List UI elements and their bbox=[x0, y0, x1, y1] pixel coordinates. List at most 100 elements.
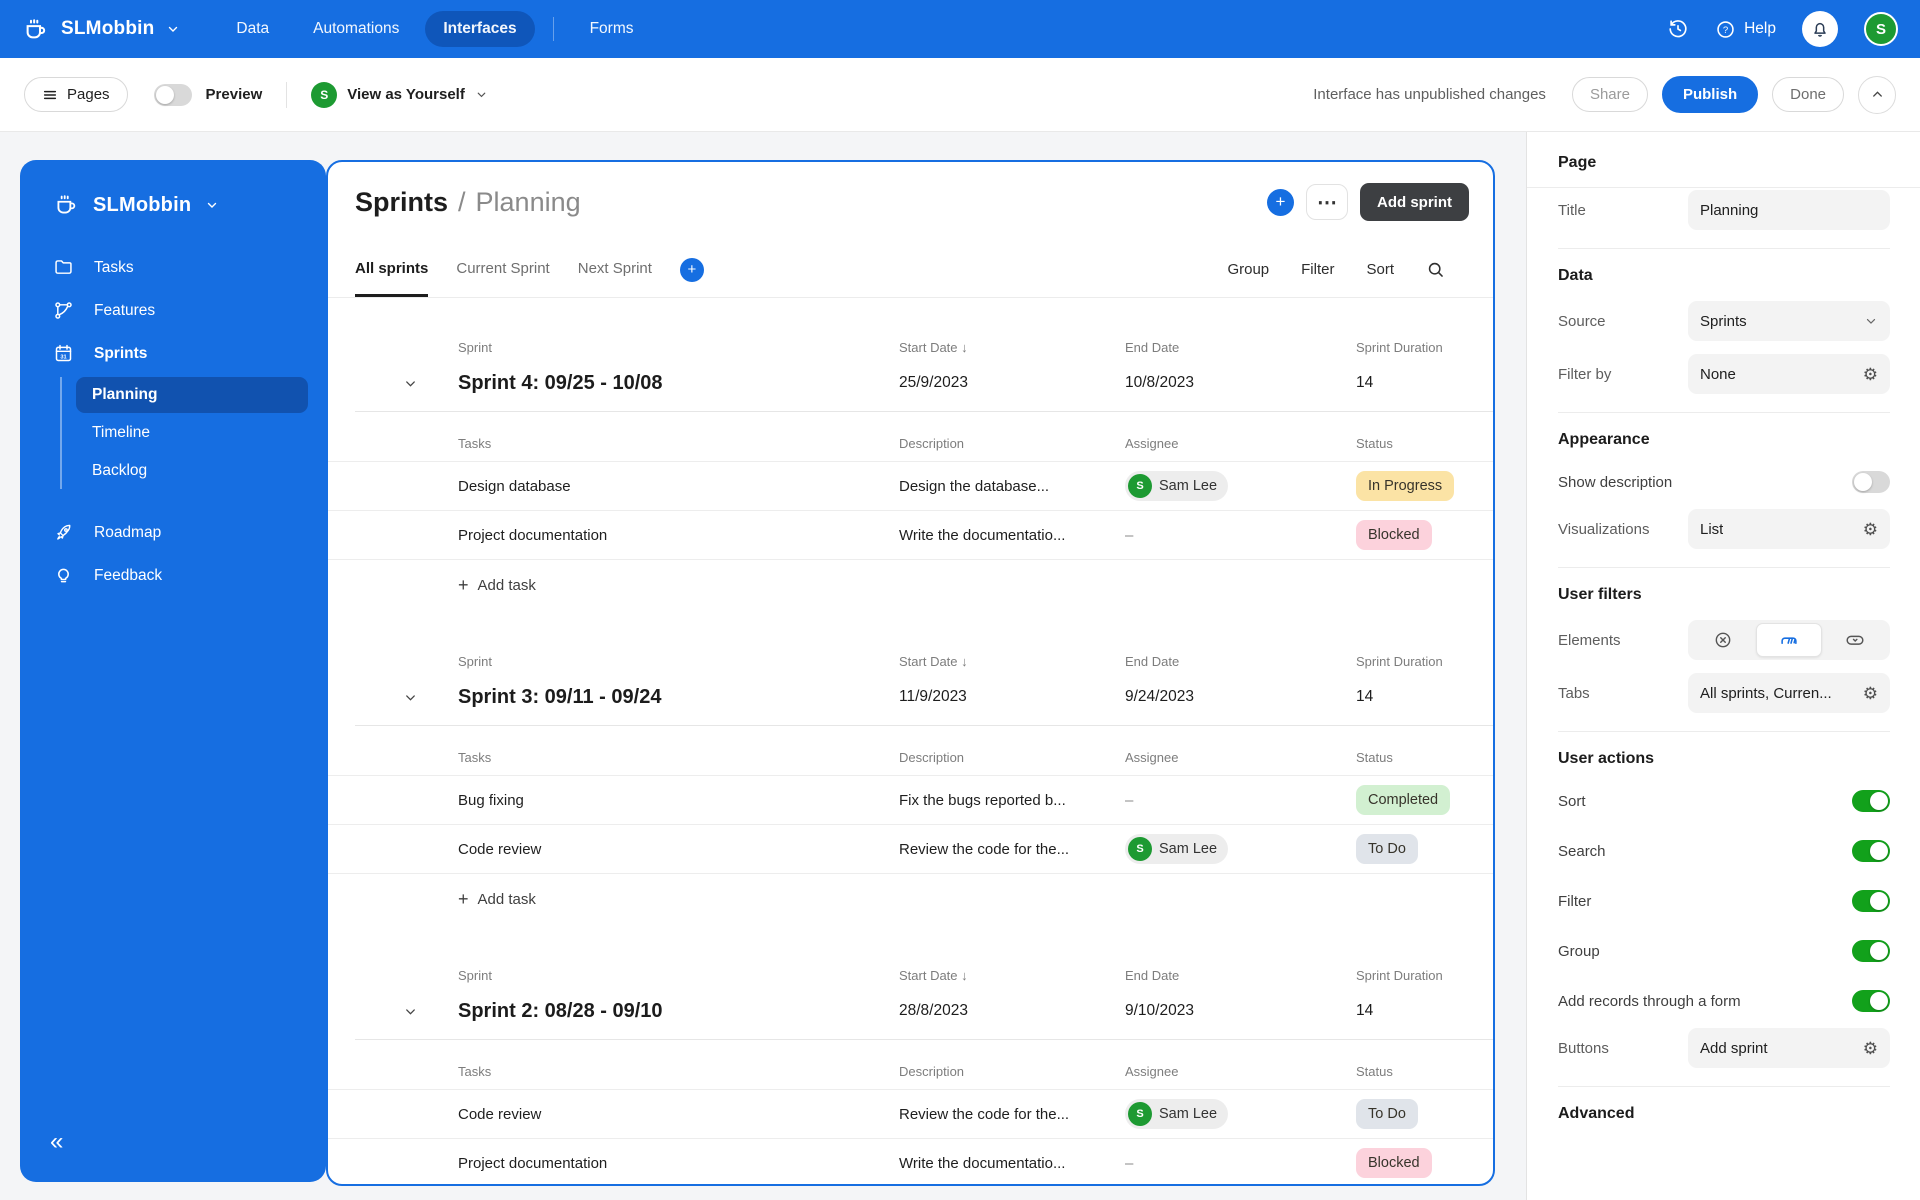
tab-interfaces[interactable]: Interfaces bbox=[425, 11, 535, 47]
section-appearance-heading: Appearance bbox=[1558, 431, 1650, 448]
elements-dropdown-option[interactable] bbox=[1822, 623, 1887, 657]
tabs-element-icon bbox=[1778, 629, 1800, 651]
more-options-button[interactable]: ⋯ bbox=[1306, 184, 1348, 220]
gear-icon[interactable]: ⚙ bbox=[1862, 683, 1878, 703]
sidebar-page-backlog[interactable]: Backlog bbox=[92, 462, 148, 479]
buttons-control[interactable]: Add sprint ⚙ bbox=[1688, 1028, 1890, 1068]
sidebar-item-sprints[interactable]: 31 Sprints bbox=[38, 332, 308, 375]
add-sprint-button[interactable]: Add sprint bbox=[1360, 183, 1469, 221]
help-button[interactable]: ? Help bbox=[1715, 19, 1776, 40]
col-tasks: Tasks bbox=[458, 436, 492, 451]
filter-by-control[interactable]: None ⚙ bbox=[1688, 354, 1890, 394]
page-canvas[interactable]: Sprints / Planning + ⋯ Add sprint All sp… bbox=[326, 160, 1495, 1186]
tabs-control[interactable]: All sprints, Curren... ⚙ bbox=[1688, 673, 1890, 713]
tab-data[interactable]: Data bbox=[236, 20, 270, 37]
sort-action[interactable]: Sort bbox=[1366, 261, 1394, 278]
sidebar-item-roadmap[interactable]: Roadmap bbox=[38, 511, 308, 554]
add-element-button[interactable]: + bbox=[1267, 188, 1294, 216]
coffee-cup-icon bbox=[53, 192, 79, 218]
sprint-title: Sprint 4: 09/25 - 10/08 bbox=[458, 371, 663, 394]
sprint-group: Sprint Start Date ↓ End Date Sprint Dura… bbox=[328, 962, 1493, 1184]
gear-icon[interactable]: ⚙ bbox=[1862, 364, 1878, 384]
add-task-button[interactable]: + Add task bbox=[458, 574, 536, 595]
add-records-toggle[interactable] bbox=[1852, 990, 1890, 1012]
collapse-group-icon[interactable] bbox=[403, 376, 458, 391]
add-task-button[interactable]: + Add task bbox=[458, 888, 536, 909]
done-button[interactable]: Done bbox=[1772, 77, 1844, 112]
coffee-cup-icon bbox=[22, 16, 49, 43]
col-duration: Sprint Duration bbox=[1356, 339, 1443, 355]
filter-action[interactable]: Filter bbox=[1301, 261, 1335, 278]
task-row[interactable]: Code review Review the code for the... S… bbox=[328, 1090, 1493, 1139]
view-as-selector[interactable]: S View as Yourself bbox=[311, 81, 488, 108]
svg-text:31: 31 bbox=[60, 354, 66, 360]
svg-text:?: ? bbox=[1723, 25, 1728, 36]
sprint-row[interactable]: Sprint 4: 09/25 - 10/08 25/9/2023 10/8/2… bbox=[328, 360, 1493, 406]
col-description: Description bbox=[899, 436, 965, 451]
sort-toggle[interactable] bbox=[1852, 790, 1890, 812]
show-description-toggle[interactable] bbox=[1852, 471, 1890, 493]
task-row[interactable]: Code review Review the code for the... S… bbox=[328, 825, 1493, 874]
tab-automations[interactable]: Automations bbox=[313, 20, 400, 37]
chevron-down-icon bbox=[1864, 314, 1878, 328]
tab-forms[interactable]: Forms bbox=[589, 20, 634, 37]
task-row[interactable]: Project documentation Write the document… bbox=[328, 511, 1493, 560]
notifications-button[interactable] bbox=[1802, 11, 1838, 47]
search-toggle[interactable] bbox=[1852, 840, 1890, 862]
breadcrumb: Sprints / Planning bbox=[355, 186, 581, 217]
group-toggle[interactable] bbox=[1852, 940, 1890, 962]
collapse-toolbar-button[interactable] bbox=[1858, 75, 1896, 114]
pages-button[interactable]: Pages bbox=[24, 77, 128, 112]
user-avatar[interactable]: S bbox=[1864, 12, 1898, 46]
calendar-icon: 31 bbox=[53, 343, 74, 364]
tab-next-sprint[interactable]: Next Sprint bbox=[577, 259, 652, 277]
elements-none-option[interactable] bbox=[1691, 623, 1756, 657]
share-button[interactable]: Share bbox=[1571, 77, 1648, 112]
source-label: Source bbox=[1558, 312, 1606, 330]
sidebar-item-tasks[interactable]: Tasks bbox=[38, 246, 308, 289]
preview-toggle[interactable] bbox=[153, 83, 192, 106]
sidebar-item-feedback[interactable]: Feedback bbox=[38, 554, 308, 597]
elements-tabs-option[interactable] bbox=[1755, 623, 1823, 657]
search-toggle-row: Search bbox=[1558, 826, 1890, 876]
sprint-row[interactable]: Sprint 2: 08/28 - 09/10 28/8/2023 9/10/2… bbox=[328, 988, 1493, 1034]
gear-icon[interactable]: ⚙ bbox=[1862, 1038, 1878, 1058]
search-icon[interactable] bbox=[1426, 260, 1445, 279]
collapse-sidebar-icon[interactable]: « bbox=[50, 1128, 64, 1155]
filter-toggle[interactable] bbox=[1852, 890, 1890, 912]
collapse-group-icon[interactable] bbox=[403, 690, 458, 705]
buttons-label: Buttons bbox=[1558, 1039, 1609, 1057]
sprint-row[interactable]: Sprint 3: 09/11 - 09/24 11/9/2023 9/24/2… bbox=[328, 674, 1493, 720]
task-row[interactable]: Design database Design the database... S… bbox=[328, 462, 1493, 511]
tab-current-sprint[interactable]: Current Sprint bbox=[456, 259, 550, 277]
workspace-switcher[interactable]: SLMobbin bbox=[22, 16, 180, 43]
sidebar-page-timeline[interactable]: Timeline bbox=[92, 424, 150, 441]
sprint-group: Sprint Start Date ↓ End Date Sprint Dura… bbox=[328, 334, 1493, 610]
publish-button[interactable]: Publish bbox=[1661, 76, 1759, 113]
section-advanced-heading: Advanced bbox=[1558, 1105, 1635, 1122]
view-tabs: All sprints Current Sprint Next Sprint +… bbox=[328, 242, 1493, 298]
task-row[interactable]: Bug fixing Fix the bugs reported b... – … bbox=[328, 776, 1493, 825]
breadcrumb-parent[interactable]: Sprints bbox=[355, 186, 449, 217]
task-row[interactable]: Project documentation Write the document… bbox=[328, 1139, 1493, 1184]
visualizations-control[interactable]: List ⚙ bbox=[1688, 509, 1890, 549]
show-description-label: Show description bbox=[1558, 473, 1673, 491]
col-sprint: Sprint bbox=[458, 339, 492, 355]
dropdown-element-icon bbox=[1844, 629, 1866, 651]
sidebar-page-planning[interactable]: Planning bbox=[76, 377, 308, 413]
add-tab-button[interactable]: + bbox=[679, 257, 704, 282]
source-select[interactable]: Sprints bbox=[1688, 301, 1890, 341]
filter-toggle-row: Filter bbox=[1558, 876, 1890, 926]
sidebar-item-features[interactable]: Features bbox=[38, 289, 308, 332]
history-icon[interactable] bbox=[1667, 18, 1689, 40]
section-user-filters-heading: User filters bbox=[1558, 586, 1642, 603]
group-action[interactable]: Group bbox=[1227, 261, 1270, 278]
plus-icon: + bbox=[458, 574, 469, 595]
toolbar-divider bbox=[286, 81, 288, 108]
gear-icon[interactable]: ⚙ bbox=[1862, 519, 1878, 539]
title-input[interactable]: Planning bbox=[1688, 190, 1890, 230]
sidebar-workspace-switcher[interactable]: SLMobbin bbox=[38, 186, 308, 224]
col-start-date: Start Date ↓ bbox=[899, 339, 968, 355]
collapse-group-icon[interactable] bbox=[403, 1004, 458, 1019]
tab-all-sprints[interactable]: All sprints bbox=[355, 242, 429, 297]
